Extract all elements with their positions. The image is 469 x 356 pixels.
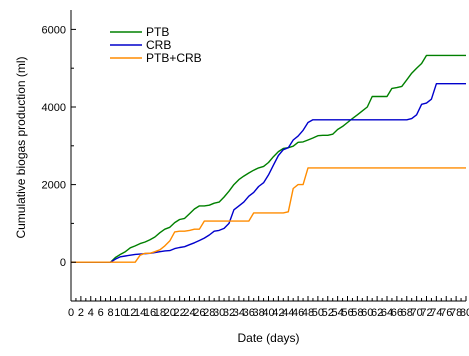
legend-label-3: PTB+CRB [146,51,202,65]
y-tick-label: 4000 [42,102,66,114]
x-tick-label: 48 [302,307,314,319]
x-tick-label: 0 [68,307,74,319]
x-tick-label: 64 [381,307,393,319]
x-tick-label: 38 [253,307,265,319]
x-tick-label: 40 [262,307,274,319]
x-tick-label: 50 [312,307,324,319]
x-tick-label: 32 [223,307,235,319]
x-tick-label: 22 [174,307,186,319]
x-tick-label: 56 [341,307,353,319]
x-tick-label: 74 [430,307,442,319]
x-axis-title: Date (days) [237,331,299,345]
x-tick-label: 62 [371,307,383,319]
x-tick-label: 72 [420,307,432,319]
series-line-1 [71,54,466,263]
series-line-3 [71,167,466,263]
x-tick-label: 80 [460,307,469,319]
x-tick-label: 4 [88,307,94,319]
x-tick-label: 14 [134,307,146,319]
x-tick-label: 42 [272,307,284,319]
x-tick-label: 46 [292,307,304,319]
x-tick-label: 78 [450,307,462,319]
x-tick-label: 6 [98,307,104,319]
x-tick-label: 70 [411,307,423,319]
x-tick-label: 60 [361,307,373,319]
x-tick-label: 28 [203,307,215,319]
x-tick-label: 52 [322,307,334,319]
series-line-2 [71,82,466,263]
x-tick-label: 34 [233,307,245,319]
x-tick-label: 8 [107,307,113,319]
legend-label-1: PTB [146,25,169,39]
y-axis-title: Cumulative biogas production (ml) [14,56,28,238]
x-tick-label: 44 [282,307,294,319]
x-tick-label: 24 [183,307,195,319]
y-tick-label: 6000 [42,24,66,36]
x-tick-label: 30 [213,307,225,319]
y-tick-label: 0 [60,257,66,269]
y-tick-label: 2000 [42,180,66,192]
x-tick-label: 2 [78,307,84,319]
x-tick-label: 26 [193,307,205,319]
series-layer [71,54,466,263]
x-tick-label: 58 [351,307,363,319]
x-tick-label: 66 [391,307,403,319]
x-tick-label: 12 [124,307,136,319]
x-tick-label: 20 [164,307,176,319]
x-tick-label: 16 [144,307,156,319]
x-tick-label: 76 [440,307,452,319]
x-tick-label: 68 [401,307,413,319]
x-tick-label: 10 [114,307,126,319]
x-tick-label: 18 [154,307,166,319]
x-tick-label: 36 [243,307,255,319]
x-tick-label: 54 [332,307,344,319]
legend-label-2: CRB [146,38,171,52]
